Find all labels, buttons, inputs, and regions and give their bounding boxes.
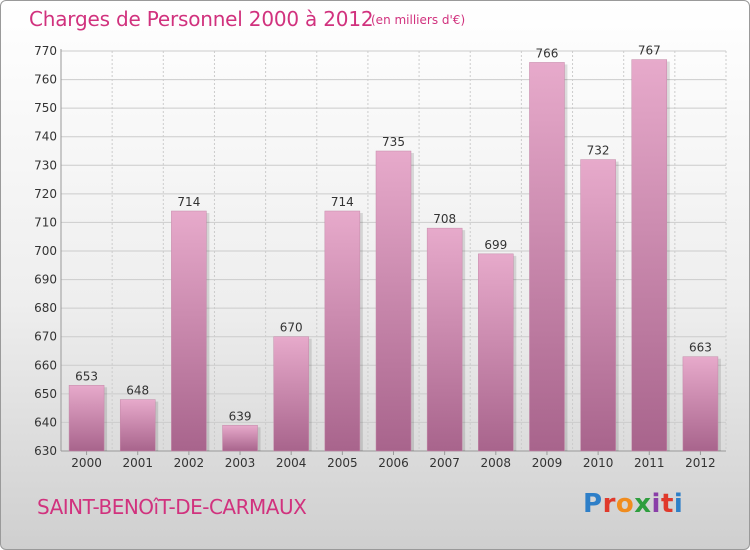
axis-layer: 630 640 650 660 670 680 690 700 710 720 730 740 750 7…: [34, 44, 726, 470]
bar: [171, 210, 207, 452]
y-tick-label: 760: [34, 73, 57, 87]
data-label: 735: [382, 135, 405, 149]
y-tick-label: 740: [34, 130, 57, 144]
y-tick-label: 680: [34, 301, 57, 315]
bar: [222, 425, 258, 452]
data-label: 670: [280, 321, 303, 335]
y-tick-label: 630: [34, 444, 57, 458]
data-label: 732: [587, 144, 610, 158]
chart-title: Charges de Personnel 2000 à 2012: [29, 7, 374, 31]
label-layer: 653 648 714 639 670 714 735 708 699 766 732 767 663: [75, 44, 712, 424]
y-tick-label: 640: [34, 415, 57, 429]
logo-letter: i: [673, 489, 684, 519]
x-tick-label: 2001: [122, 456, 153, 470]
data-label: 708: [433, 212, 456, 226]
data-label: 714: [177, 195, 200, 209]
bar: [68, 385, 105, 452]
logo-letter: o: [615, 489, 635, 519]
data-label: 767: [638, 44, 661, 58]
chart-unit: (en milliers d'€): [371, 13, 466, 27]
data-label: 648: [126, 384, 149, 398]
bar: [682, 356, 719, 452]
bar: [580, 159, 616, 452]
bar: [273, 336, 309, 452]
logo-letter: x: [634, 489, 652, 519]
x-tick-label: 2005: [327, 456, 358, 470]
x-tick-label: 2002: [174, 456, 205, 470]
y-tick-label: 650: [34, 387, 57, 401]
y-tick-label: 710: [34, 215, 57, 229]
data-label: 639: [229, 409, 252, 423]
data-label: 699: [484, 238, 507, 252]
y-tick-label: 730: [34, 158, 57, 172]
bar-layer: [68, 59, 721, 452]
data-label: 663: [689, 341, 712, 355]
y-tick-label: 770: [34, 44, 57, 58]
x-tick-label: 2006: [378, 456, 409, 470]
y-tick-label: 750: [34, 101, 57, 115]
commune-name: SAINT-BENOîT-DE-CARMAUX: [37, 495, 307, 519]
bar: [631, 59, 668, 452]
x-tick-label: 2012: [685, 456, 716, 470]
bar: [529, 62, 565, 452]
bar: [478, 253, 514, 452]
x-tick-label: 2008: [481, 456, 512, 470]
x-tick-label: 2007: [429, 456, 460, 470]
data-label: 714: [331, 195, 354, 209]
data-label: 653: [75, 369, 98, 383]
logo-letter: t: [660, 489, 674, 519]
x-tick-label: 2000: [71, 456, 102, 470]
y-tick-label: 660: [34, 358, 57, 372]
x-tick-label: 2003: [225, 456, 256, 470]
bar: [375, 150, 412, 452]
x-tick-label: 2004: [276, 456, 307, 470]
bar: [426, 227, 463, 452]
y-tick-label: 720: [34, 187, 57, 201]
data-label: 766: [536, 46, 559, 60]
proxiti-logo: Proxiti: [583, 489, 683, 519]
logo-letter: r: [602, 489, 616, 519]
bar: [324, 210, 361, 452]
y-tick-label: 690: [34, 273, 57, 287]
bar: [119, 399, 156, 452]
x-tick-label: 2011: [634, 456, 665, 470]
y-tick-label: 700: [34, 244, 57, 258]
x-tick-label: 2010: [583, 456, 614, 470]
y-tick-label: 670: [34, 330, 57, 344]
logo-letter: i: [651, 489, 661, 519]
x-tick-label: 2009: [532, 456, 563, 470]
logo-letter: P: [583, 489, 603, 519]
